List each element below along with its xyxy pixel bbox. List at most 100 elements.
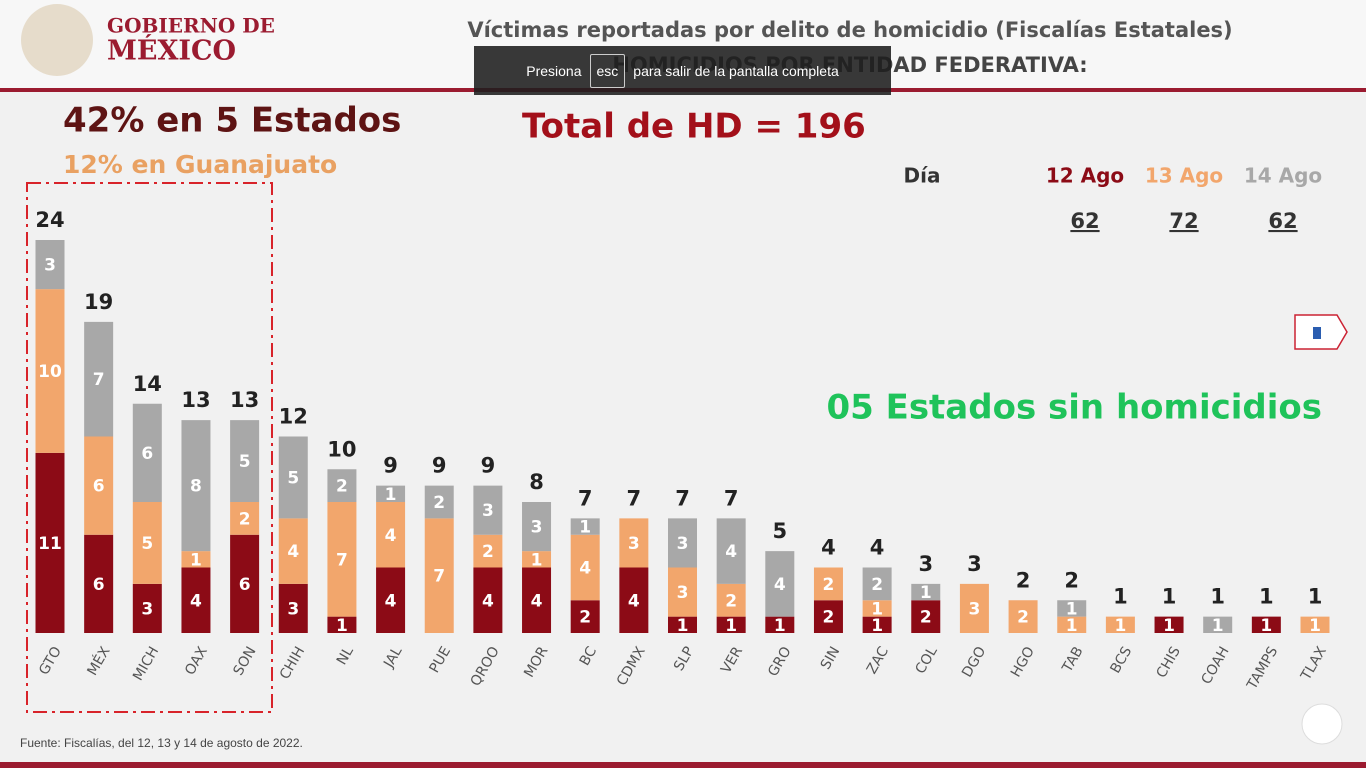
bar-segment [959, 583, 989, 633]
legend-label: 12 Ago [1046, 164, 1124, 188]
total-label: 7 [675, 486, 690, 510]
bar-segment [35, 289, 65, 453]
annotation: 12% en Guanajuato [63, 150, 337, 179]
bar-segment [230, 534, 260, 633]
logo-seal [21, 4, 93, 76]
bar-segment [522, 551, 552, 568]
bar-segment [570, 600, 600, 633]
x-tick-label: SLP [671, 644, 697, 674]
annotation: 42% en 5 Estados [63, 101, 401, 141]
segment-label: 4 [531, 591, 543, 611]
total-label: 13 [181, 388, 210, 412]
bar-segment [473, 485, 503, 535]
total-label: 8 [529, 470, 544, 494]
legend-total: 62 [1268, 209, 1297, 233]
esc-key: esc [589, 53, 626, 88]
bar-segment [424, 518, 454, 633]
bar-segment [570, 534, 600, 601]
bar-segment [424, 485, 454, 519]
segment-label: 2 [482, 542, 494, 562]
segment-label: 4 [385, 591, 397, 611]
annotation: 05 Estados sin homicidios [826, 388, 1322, 428]
x-tick-label: TAB [1059, 644, 1087, 676]
x-tick-label: COL [913, 644, 941, 677]
bar-segment [668, 518, 697, 568]
segment-label: 2 [871, 575, 883, 595]
segment-label: 1 [579, 518, 591, 538]
segment-label: 2 [433, 493, 445, 513]
total-label: 1 [1162, 585, 1177, 609]
segment-label: 1 [871, 599, 883, 619]
x-tick-label: TAMPS [1244, 644, 1282, 693]
bar-segment [1057, 600, 1087, 617]
x-tick-label: OAX [182, 644, 211, 678]
x-tick-label: NL [334, 644, 357, 668]
x-tick-label: MÉX [84, 643, 114, 678]
x-tick-label: SIN [818, 644, 844, 672]
bookmark-icon [1313, 327, 1321, 339]
segment-label: 1 [725, 616, 737, 636]
x-tick-label: PUE [427, 644, 455, 676]
segment-label: 2 [920, 608, 932, 628]
bar-segment [278, 518, 308, 584]
segment-label: 4 [482, 591, 494, 611]
segment-label: 3 [482, 501, 494, 521]
annotation: Total de HD = 196 [522, 107, 866, 147]
segment-label: 1 [1212, 616, 1224, 636]
total-label: 3 [967, 552, 982, 576]
x-tick-label: CDMX [614, 644, 649, 689]
bar-segment [1203, 616, 1233, 633]
segment-label: 4 [579, 559, 591, 579]
segment-label: 6 [141, 444, 153, 464]
total-label: 3 [918, 552, 933, 576]
x-tick-label: CHIH [277, 644, 308, 682]
bar-segment [278, 436, 308, 519]
bar-segment [181, 420, 211, 552]
segment-label: 5 [287, 468, 299, 488]
total-label: 24 [35, 208, 64, 232]
bar-segment [181, 567, 211, 633]
total-label: 14 [133, 372, 162, 396]
segment-label: 1 [1066, 616, 1078, 636]
segment-label: 4 [385, 526, 397, 546]
segment-label: 3 [44, 256, 56, 276]
segment-label: 2 [823, 575, 835, 595]
x-tick-label: VER [718, 644, 746, 677]
segment-label: 1 [920, 583, 932, 603]
bar-segment [716, 518, 746, 584]
total-label: 9 [432, 454, 447, 478]
bar-segment [327, 469, 357, 502]
x-tick-label: CHIS [1153, 644, 1184, 681]
x-tick-label: MOR [521, 644, 551, 681]
x-tick-label: QROO [468, 644, 503, 689]
total-label: 4 [870, 536, 885, 560]
total-label: 1 [1308, 585, 1323, 609]
footer-stripe [0, 762, 1366, 768]
total-label: 12 [279, 405, 308, 429]
bar-segment [230, 502, 260, 535]
segment-label: 4 [287, 542, 299, 562]
segment-label: 1 [774, 616, 786, 636]
x-tick-label: MICH [130, 644, 162, 684]
segment-label: 4 [628, 591, 640, 611]
segment-label: 1 [1114, 616, 1126, 636]
corner-logo [1301, 703, 1343, 745]
x-tick-label: BC [577, 644, 601, 669]
bar-segment [765, 616, 795, 633]
segment-label: 6 [239, 575, 251, 595]
plot: 1110324GTO66719MÉX35614MICH41813OAX62513… [35, 164, 1330, 694]
bar-segment [35, 240, 65, 290]
bar-segment [1057, 616, 1087, 633]
segment-label: 7 [93, 370, 105, 390]
bar-segment [522, 502, 552, 552]
segment-label: 1 [190, 550, 202, 570]
segment-label: 2 [823, 608, 835, 628]
bar-segment [132, 502, 162, 584]
total-label: 5 [772, 519, 787, 543]
chart-title: Víctimas reportadas por delito de homici… [467, 18, 1232, 42]
segment-label: 5 [141, 534, 153, 554]
segment-label: 2 [239, 509, 251, 529]
x-tick-label: GTO [36, 644, 65, 678]
